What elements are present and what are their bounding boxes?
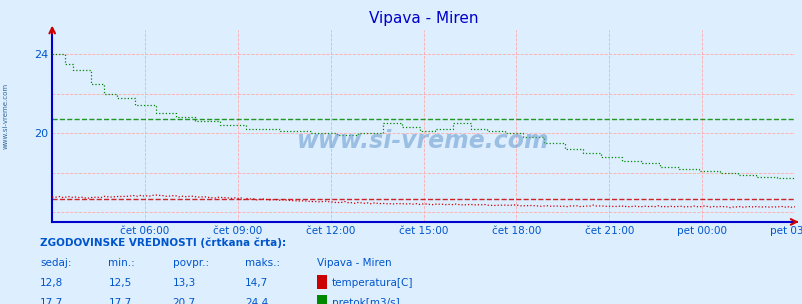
Text: ZGODOVINSKE VREDNOSTI (črtkana črta):: ZGODOVINSKE VREDNOSTI (črtkana črta):: [40, 238, 286, 248]
Text: 12,8: 12,8: [40, 278, 63, 288]
Text: 24,4: 24,4: [245, 298, 268, 304]
Text: maks.:: maks.:: [245, 258, 280, 268]
Text: sedaj:: sedaj:: [40, 258, 71, 268]
Text: pretok[m3/s]: pretok[m3/s]: [331, 298, 399, 304]
Text: 14,7: 14,7: [245, 278, 268, 288]
Title: Vipava - Miren: Vipava - Miren: [368, 12, 478, 26]
Text: www.si-vreme.com: www.si-vreme.com: [297, 130, 549, 154]
Text: temperatura[C]: temperatura[C]: [331, 278, 412, 288]
Text: Vipava - Miren: Vipava - Miren: [317, 258, 391, 268]
Text: 13,3: 13,3: [172, 278, 196, 288]
Text: min.:: min.:: [108, 258, 135, 268]
Text: 12,5: 12,5: [108, 278, 132, 288]
Text: 17,7: 17,7: [40, 298, 63, 304]
Text: www.si-vreme.com: www.si-vreme.com: [2, 82, 9, 149]
Text: 17,7: 17,7: [108, 298, 132, 304]
Text: povpr.:: povpr.:: [172, 258, 209, 268]
Text: 20,7: 20,7: [172, 298, 196, 304]
